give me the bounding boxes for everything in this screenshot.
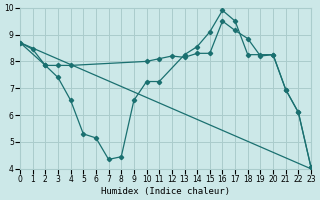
X-axis label: Humidex (Indice chaleur): Humidex (Indice chaleur) (101, 187, 230, 196)
